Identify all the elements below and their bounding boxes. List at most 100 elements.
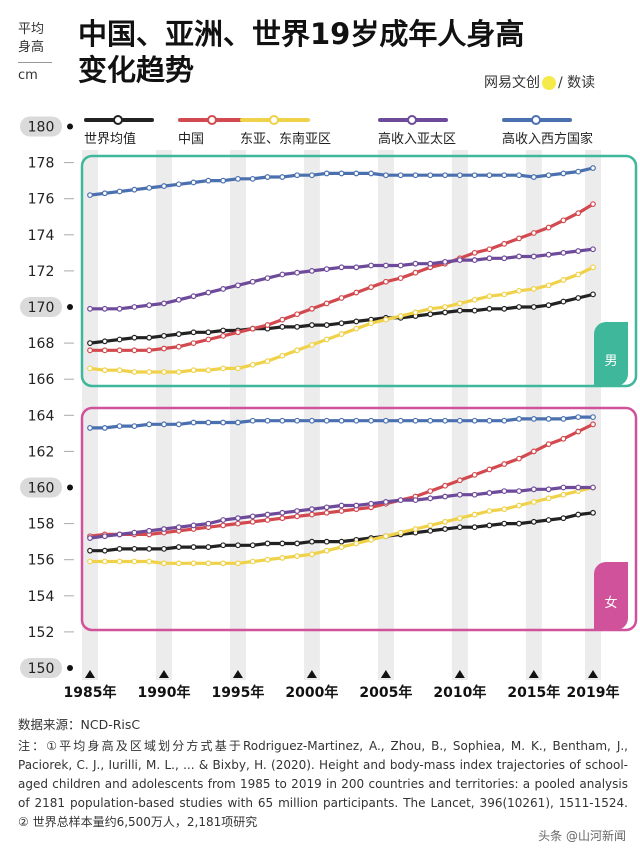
series-point-9-1997 bbox=[264, 417, 271, 424]
series-point-0-2016 bbox=[545, 302, 552, 309]
series-point-2-2008 bbox=[427, 305, 434, 312]
series-point-3-2018 bbox=[575, 248, 582, 254]
series-point-5-1994 bbox=[220, 542, 227, 549]
series-point-8-1986 bbox=[101, 533, 108, 540]
y-tick-pill-150 bbox=[20, 658, 62, 678]
male-panel-label: 男 bbox=[604, 354, 618, 369]
y-tick-pill-170 bbox=[20, 297, 62, 317]
series-point-6-2010 bbox=[456, 477, 463, 484]
series-point-5-2016 bbox=[545, 517, 552, 523]
legend-swatch-world bbox=[84, 115, 154, 125]
legend-label-high-income-asia: 高收入亚太区 bbox=[378, 132, 457, 147]
series-point-8-1998 bbox=[279, 509, 286, 516]
series-point-2-1988 bbox=[131, 369, 138, 375]
series-point-2-2013 bbox=[501, 291, 508, 298]
series-point-2-1995 bbox=[235, 365, 241, 372]
series-point-7-2014 bbox=[516, 502, 522, 509]
series-point-5-1986 bbox=[101, 547, 108, 554]
series-point-9-1999 bbox=[294, 417, 301, 424]
series-point-7-2008 bbox=[427, 522, 434, 529]
series-point-6-1995 bbox=[235, 520, 241, 527]
series-point-2-2003 bbox=[353, 325, 360, 332]
series-point-0-1999 bbox=[294, 323, 301, 330]
series-point-0-2014 bbox=[516, 304, 522, 310]
series-point-9-1988 bbox=[131, 423, 138, 430]
series-point-4-1985 bbox=[87, 192, 93, 198]
series-point-2-1997 bbox=[264, 358, 271, 365]
series-point-6-2019 bbox=[590, 421, 596, 428]
series-point-9-2001 bbox=[323, 417, 330, 424]
series-point-9-2000 bbox=[309, 417, 315, 424]
y-tick-label-178: 178 bbox=[28, 156, 55, 172]
series-point-8-2013 bbox=[501, 488, 508, 495]
series-point-9-2003 bbox=[353, 417, 360, 424]
series-point-8-2018 bbox=[575, 484, 582, 491]
series-point-8-2012 bbox=[486, 490, 493, 496]
series-point-1-2016 bbox=[545, 224, 552, 231]
series-point-9-2015 bbox=[530, 416, 537, 422]
series-point-7-1988 bbox=[131, 558, 138, 565]
series-point-0-1991 bbox=[175, 331, 182, 337]
series-point-3-2012 bbox=[486, 255, 493, 262]
series-point-2-2006 bbox=[397, 313, 404, 319]
legend-label-high-income-west: 高收入西方国家 bbox=[502, 132, 594, 147]
series-point-5-1985 bbox=[87, 547, 93, 554]
series-point-8-2017 bbox=[560, 484, 567, 491]
x-tick-label-2010: 2010年 bbox=[433, 684, 486, 701]
series-point-8-2015 bbox=[530, 486, 537, 493]
series-point-1-2007 bbox=[412, 269, 419, 276]
series-point-2-2001 bbox=[323, 336, 330, 343]
series-point-3-1985 bbox=[87, 305, 93, 312]
series-point-8-1992 bbox=[190, 522, 197, 529]
series-point-0-2003 bbox=[353, 318, 360, 325]
series-point-4-1987 bbox=[116, 188, 123, 195]
series-point-2-2014 bbox=[516, 287, 522, 294]
series-point-3-2006 bbox=[397, 262, 404, 269]
series-point-7-1999 bbox=[294, 553, 301, 559]
series-point-1-1989 bbox=[146, 347, 153, 354]
series-point-9-2012 bbox=[486, 417, 493, 424]
x-tick-label-2000: 2000年 bbox=[285, 684, 338, 701]
brand-logo: 网易文创 / 数读 bbox=[484, 72, 595, 92]
series-point-4-2010 bbox=[456, 172, 463, 179]
series-point-4-2009 bbox=[442, 172, 448, 179]
series-point-7-2009 bbox=[442, 518, 448, 525]
series-point-5-2013 bbox=[501, 520, 508, 527]
x-tick-label-2005: 2005年 bbox=[359, 684, 412, 701]
series-point-4-1992 bbox=[190, 179, 197, 186]
series-point-7-2001 bbox=[323, 547, 330, 554]
series-point-1-2002 bbox=[338, 295, 345, 301]
series-point-6-2008 bbox=[427, 488, 434, 495]
series-point-0-1993 bbox=[205, 329, 212, 336]
series-point-4-2006 bbox=[397, 172, 404, 179]
series-point-4-2019 bbox=[590, 165, 596, 171]
series-point-3-1989 bbox=[146, 302, 153, 309]
series-point-2-1990 bbox=[161, 369, 167, 375]
series-point-6-2014 bbox=[516, 455, 522, 462]
series-point-4-1999 bbox=[294, 172, 301, 179]
series-point-2-1999 bbox=[294, 347, 301, 354]
series-point-7-2000 bbox=[309, 551, 315, 558]
series-point-5-2019 bbox=[590, 509, 596, 516]
page-title-line2: 变化趋势 bbox=[78, 53, 195, 87]
y-tick-label-154: 154 bbox=[28, 589, 55, 605]
series-point-3-2009 bbox=[442, 258, 448, 265]
series-point-5-2014 bbox=[516, 520, 522, 527]
series-point-1-2003 bbox=[353, 289, 360, 296]
y-tick-label-172: 172 bbox=[28, 264, 55, 280]
series-point-0-2019 bbox=[590, 291, 596, 298]
y-tick-dot-170 bbox=[67, 304, 73, 310]
series-point-4-2008 bbox=[427, 172, 434, 179]
legend-swatch-high-income-west bbox=[502, 115, 572, 125]
y-tick-label-162: 162 bbox=[28, 444, 55, 460]
series-point-2-1993 bbox=[205, 367, 212, 374]
series-point-2-1989 bbox=[146, 369, 153, 375]
series-point-0-1992 bbox=[190, 329, 197, 336]
y-tick-dot-160 bbox=[67, 484, 73, 491]
series-point-0-1994 bbox=[220, 327, 227, 334]
series-point-1-1987 bbox=[116, 347, 123, 354]
series-point-9-2008 bbox=[427, 417, 434, 424]
series-point-8-1995 bbox=[235, 515, 241, 522]
y-tick-label-158: 158 bbox=[28, 517, 55, 533]
series-point-2-2017 bbox=[560, 277, 567, 283]
